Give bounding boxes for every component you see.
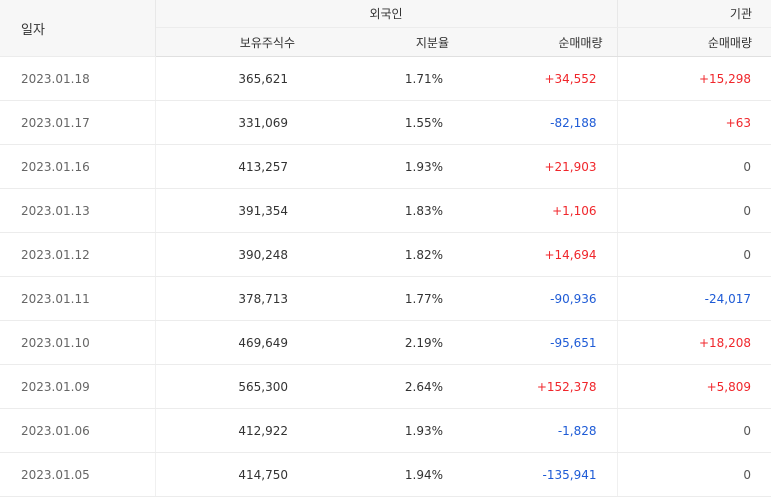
table-row: 2023.01.06 412,922 1.93% -1,828 0 — [0, 408, 771, 453]
institution-net-cell: +15,298 — [617, 56, 771, 101]
ratio-cell: 1.83% — [309, 188, 463, 233]
date-cell: 2023.01.17 — [0, 100, 156, 145]
institution-net-cell: 0 — [617, 408, 771, 453]
institution-net-cell: 0 — [617, 452, 771, 497]
institution-net-cell: +18,208 — [617, 320, 771, 365]
foreign-net-cell: -135,941 — [463, 452, 618, 497]
holdings-cell: 469,649 — [155, 320, 309, 365]
ratio-cell: 2.64% — [309, 364, 463, 409]
ratio-cell: 1.93% — [309, 144, 463, 189]
table-row: 2023.01.17 331,069 1.55% -82,188 +63 — [0, 100, 771, 145]
table-row: 2023.01.09 565,300 2.64% +152,378 +5,809 — [0, 364, 771, 409]
institution-net-cell: 0 — [617, 232, 771, 277]
institution-net-cell: +5,809 — [617, 364, 771, 409]
foreign-group-header: 외국인 — [155, 0, 618, 28]
date-cell: 2023.01.06 — [0, 408, 156, 453]
table-row: 2023.01.11 378,713 1.77% -90,936 -24,017 — [0, 276, 771, 321]
table-row: 2023.01.05 414,750 1.94% -135,941 0 — [0, 452, 771, 497]
date-cell: 2023.01.18 — [0, 56, 156, 101]
date-cell: 2023.01.11 — [0, 276, 156, 321]
date-cell: 2023.01.12 — [0, 232, 156, 277]
holdings-cell: 412,922 — [155, 408, 309, 453]
ratio-cell: 1.55% — [309, 100, 463, 145]
table-row: 2023.01.18 365,621 1.71% +34,552 +15,298 — [0, 56, 771, 101]
holdings-cell: 365,621 — [155, 56, 309, 101]
foreign-net-header: 순매매량 — [463, 27, 618, 57]
holdings-cell: 565,300 — [155, 364, 309, 409]
table-header: 일자 외국인 기관 보유주식수 지분율 순매매량 순매매량 — [0, 0, 771, 57]
ratio-cell: 1.77% — [309, 276, 463, 321]
institution-net-header: 순매매량 — [617, 27, 771, 57]
ratio-cell: 1.71% — [309, 56, 463, 101]
date-cell: 2023.01.09 — [0, 364, 156, 409]
foreign-ratio-header: 지분율 — [309, 27, 463, 57]
institution-group-header: 기관 — [617, 0, 771, 28]
foreign-holdings-header: 보유주식수 — [155, 27, 309, 57]
foreign-net-cell: -1,828 — [463, 408, 618, 453]
table-row: 2023.01.12 390,248 1.82% +14,694 0 — [0, 232, 771, 277]
holdings-cell: 391,354 — [155, 188, 309, 233]
foreign-net-cell: +34,552 — [463, 56, 618, 101]
foreign-net-cell: +21,903 — [463, 144, 618, 189]
date-column-header: 일자 — [0, 0, 156, 57]
date-cell: 2023.01.13 — [0, 188, 156, 233]
header-row-sub: 보유주식수 지분율 순매매량 순매매량 — [0, 27, 771, 57]
ratio-cell: 1.94% — [309, 452, 463, 497]
holdings-cell: 414,750 — [155, 452, 309, 497]
foreign-net-cell: -90,936 — [463, 276, 618, 321]
holdings-cell: 378,713 — [155, 276, 309, 321]
ratio-cell: 1.93% — [309, 408, 463, 453]
ratio-cell: 2.19% — [309, 320, 463, 365]
holdings-cell: 331,069 — [155, 100, 309, 145]
ratio-cell: 1.82% — [309, 232, 463, 277]
table-row: 2023.01.16 413,257 1.93% +21,903 0 — [0, 144, 771, 189]
holdings-cell: 413,257 — [155, 144, 309, 189]
foreign-net-cell: +14,694 — [463, 232, 618, 277]
table-body: 2023.01.18 365,621 1.71% +34,552 +15,298 2023… — [0, 56, 771, 497]
foreign-net-cell: -95,651 — [463, 320, 618, 365]
institution-net-cell: 0 — [617, 144, 771, 189]
foreign-net-cell: +1,106 — [463, 188, 618, 233]
date-cell: 2023.01.05 — [0, 452, 156, 497]
date-cell: 2023.01.10 — [0, 320, 156, 365]
foreign-net-cell: -82,188 — [463, 100, 618, 145]
table-row: 2023.01.10 469,649 2.19% -95,651 +18,208 — [0, 320, 771, 365]
institution-net-cell: 0 — [617, 188, 771, 233]
institution-net-cell: +63 — [617, 100, 771, 145]
date-cell: 2023.01.16 — [0, 144, 156, 189]
table-row: 2023.01.13 391,354 1.83% +1,106 0 — [0, 188, 771, 233]
foreign-net-cell: +152,378 — [463, 364, 618, 409]
holdings-cell: 390,248 — [155, 232, 309, 277]
header-row-group: 일자 외국인 기관 — [0, 0, 771, 57]
institution-net-cell: -24,017 — [617, 276, 771, 321]
